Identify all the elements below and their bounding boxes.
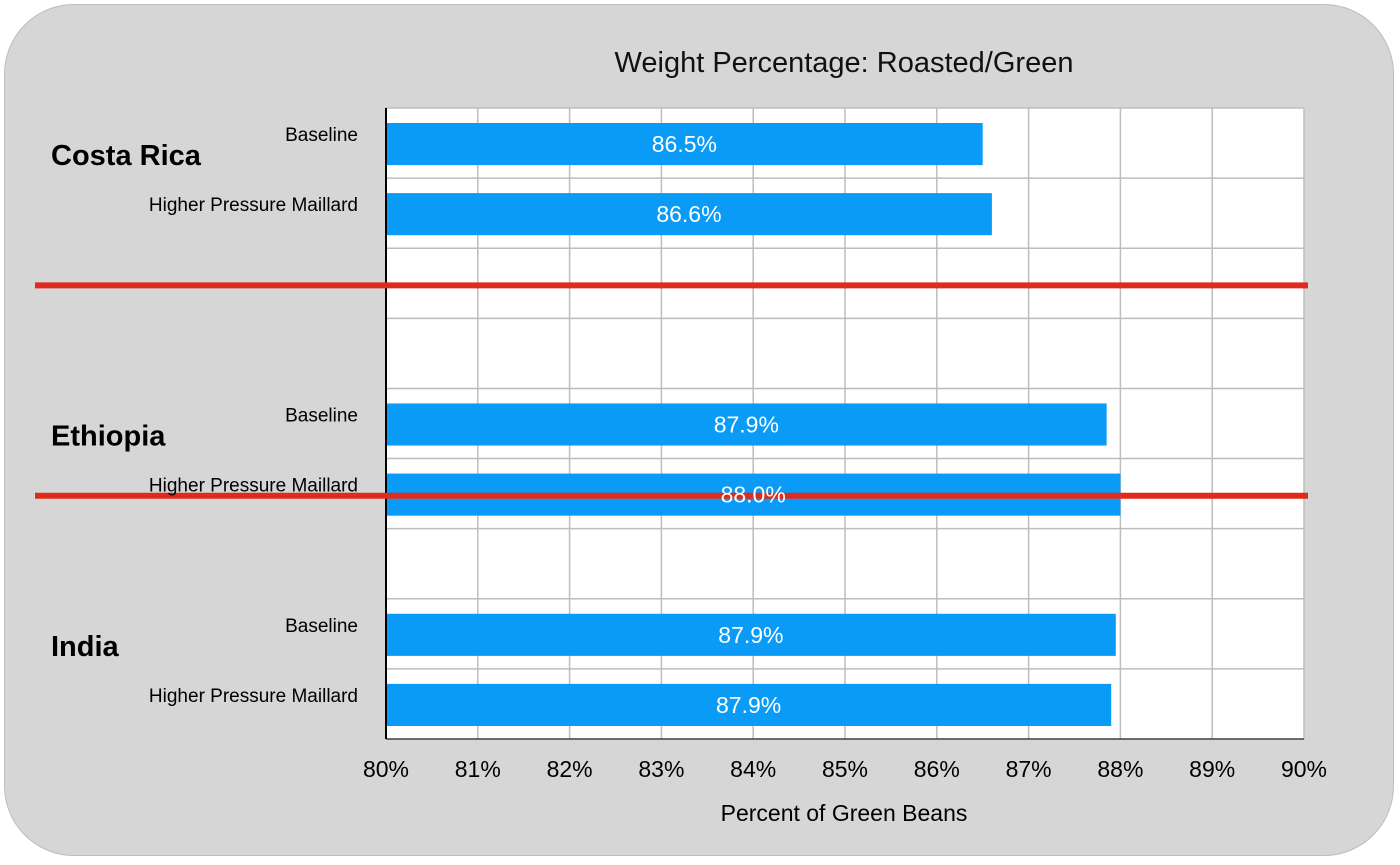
x-tick-label: 80% bbox=[363, 756, 409, 782]
x-tick-label: 82% bbox=[547, 756, 593, 782]
group-label: Costa Rica bbox=[51, 140, 202, 172]
category-label: Higher Pressure Maillard bbox=[149, 195, 358, 216]
category-label: Baseline bbox=[285, 616, 358, 637]
group-label: Ethiopia bbox=[51, 421, 166, 453]
x-tick-label: 87% bbox=[1006, 756, 1052, 782]
label-layer: 86.5% Baseline 86.6% Higher Pressure Mailla… bbox=[51, 125, 786, 718]
bar-value-label: 87.9% bbox=[716, 692, 781, 718]
chart-card: 86.5% Baseline 86.6% Higher Pressure Mailla… bbox=[4, 4, 1394, 856]
group-label: India bbox=[51, 631, 120, 663]
x-tick-label: 81% bbox=[455, 756, 501, 782]
separator-layer bbox=[35, 282, 1308, 499]
bar bbox=[386, 123, 983, 166]
category-label: Higher Pressure Maillard bbox=[149, 476, 358, 497]
bar bbox=[386, 403, 1107, 446]
x-tick-label: 90% bbox=[1281, 756, 1327, 782]
bar bbox=[386, 193, 992, 236]
category-label: Baseline bbox=[285, 406, 358, 427]
bar-value-label: 87.9% bbox=[714, 412, 779, 438]
x-tick-label: 84% bbox=[730, 756, 776, 782]
bar-value-label: 88.0% bbox=[721, 482, 786, 508]
x-tick-label: 88% bbox=[1097, 756, 1143, 782]
chart: 86.5% Baseline 86.6% Higher Pressure Mailla… bbox=[35, 47, 1327, 826]
x-axis-title: Percent of Green Beans bbox=[721, 800, 968, 826]
x-tick-label: 85% bbox=[822, 756, 868, 782]
bar-value-label: 86.5% bbox=[652, 131, 717, 157]
tick-layer: 80% 81% 82% 83% 84% 85% 86% 87% 88% 89% 90% bbox=[363, 756, 1327, 782]
bar-value-label: 87.9% bbox=[718, 622, 783, 648]
x-tick-label: 83% bbox=[638, 756, 684, 782]
chart-title: Weight Percentage: Roasted/Green bbox=[615, 47, 1074, 79]
category-label: Higher Pressure Maillard bbox=[149, 686, 358, 707]
category-label: Baseline bbox=[285, 125, 358, 146]
bar-value-label: 86.6% bbox=[656, 201, 721, 227]
x-tick-label: 86% bbox=[914, 756, 960, 782]
bar bbox=[386, 613, 1116, 656]
x-tick-label: 89% bbox=[1189, 756, 1235, 782]
bar bbox=[386, 683, 1112, 726]
